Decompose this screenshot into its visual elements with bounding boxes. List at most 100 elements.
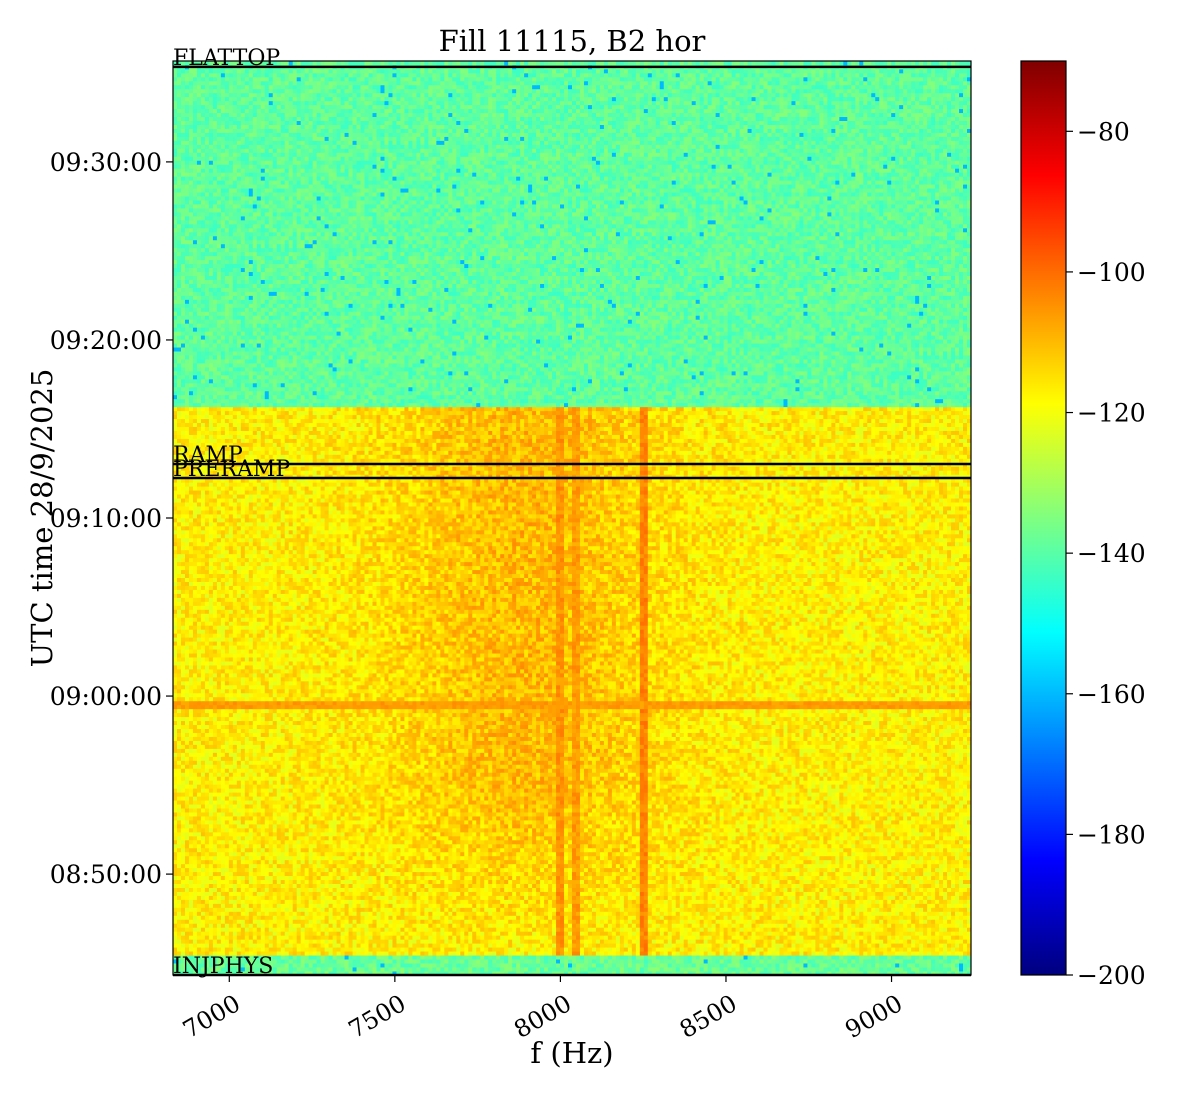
heatmap-cell — [963, 943, 968, 948]
heatmap-cell — [915, 971, 920, 976]
heatmap-cell — [895, 971, 900, 976]
heatmap-cell — [556, 887, 561, 892]
heatmap-cell — [280, 963, 286, 968]
heatmap-cell — [448, 939, 453, 944]
heatmap-cell — [747, 927, 752, 932]
heatmap-cell — [659, 923, 665, 928]
heatmap-cell — [667, 951, 673, 956]
heatmap-cell — [639, 915, 645, 920]
heatmap-cell — [903, 919, 908, 924]
heatmap-cell — [735, 907, 740, 912]
heatmap-cell — [723, 927, 729, 932]
heatmap-cell — [444, 931, 449, 936]
heatmap-cell — [360, 959, 365, 964]
heatmap-cell — [520, 963, 525, 968]
heatmap-cell — [180, 911, 186, 916]
heatmap-cell — [675, 903, 681, 908]
heatmap-cell — [575, 879, 581, 884]
heatmap-cell — [204, 891, 210, 896]
heatmap-cell — [879, 899, 884, 904]
heatmap-cell — [312, 915, 318, 920]
heatmap-cell — [368, 959, 373, 964]
heatmap-cell — [240, 899, 246, 904]
heatmap-cell — [184, 931, 190, 936]
heatmap-cell — [939, 907, 944, 912]
heatmap-cell — [615, 879, 621, 884]
heatmap-cell — [831, 971, 836, 976]
heatmap-cell — [843, 943, 848, 948]
heatmap-cell — [783, 915, 788, 920]
heatmap-cell — [464, 903, 469, 908]
heatmap-cell — [200, 895, 206, 900]
heatmap-cell — [887, 963, 892, 968]
heatmap-cell — [272, 895, 278, 900]
heatmap-cell — [488, 883, 493, 888]
heatmap-cell — [683, 915, 689, 920]
heatmap-cell — [667, 919, 673, 924]
heatmap-cell — [272, 951, 278, 956]
heatmap-cell — [667, 883, 673, 888]
heatmap-cell — [639, 931, 645, 936]
heatmap-cell — [599, 931, 605, 936]
heatmap-cell — [631, 887, 637, 892]
heatmap-cell — [396, 935, 401, 940]
heatmap-cell — [176, 919, 182, 924]
heatmap-cell — [300, 919, 306, 924]
heatmap-cell — [568, 943, 573, 948]
heatmap-cell — [176, 927, 182, 932]
heatmap-cell — [460, 943, 465, 948]
heatmap-cell — [767, 967, 772, 972]
heatmap-cell — [452, 899, 457, 904]
heatmap-cell — [743, 887, 748, 892]
heatmap-cell — [647, 899, 653, 904]
heatmap-cell — [919, 931, 924, 936]
heatmap-cell — [903, 959, 908, 964]
heatmap-cell — [695, 907, 701, 912]
heatmap-cell — [340, 951, 345, 956]
heatmap-cell — [364, 875, 369, 881]
heatmap-cell — [264, 875, 270, 881]
heatmap-cell — [312, 887, 318, 892]
heatmap-cell — [595, 899, 601, 904]
heatmap-cell — [615, 899, 621, 904]
heatmap-cell — [196, 955, 202, 960]
heatmap-cell — [655, 903, 661, 908]
heatmap-cell — [524, 879, 529, 884]
heatmap-cell — [959, 887, 964, 892]
heatmap-cell — [236, 935, 242, 940]
heatmap-cell — [336, 939, 341, 944]
heatmap-cell — [360, 903, 365, 908]
heatmap-cell — [392, 943, 397, 948]
heatmap-cell — [875, 931, 880, 936]
heatmap-cell — [963, 899, 968, 904]
heatmap-cell — [468, 951, 473, 956]
heatmap-cell — [931, 915, 936, 920]
heatmap-cell — [643, 947, 649, 952]
heatmap-cell — [408, 967, 413, 972]
heatmap-cell — [240, 955, 246, 960]
heatmap-cell — [196, 967, 202, 972]
heatmap-cell — [340, 955, 345, 960]
heatmap-cell — [595, 955, 601, 960]
heatmap-cell — [412, 971, 417, 976]
heatmap-cell — [663, 919, 669, 924]
heatmap-cell — [771, 891, 776, 896]
heatmap-cell — [795, 915, 800, 920]
heatmap-cell — [655, 947, 661, 952]
heatmap-cell — [627, 899, 633, 904]
heatmap-cell — [875, 923, 880, 928]
heatmap-cell — [611, 947, 617, 952]
heatmap-cell — [564, 923, 569, 928]
heatmap-cell — [859, 931, 864, 936]
heatmap-cell — [500, 935, 505, 940]
heatmap-cell — [344, 943, 349, 948]
heatmap-cell — [799, 959, 804, 964]
heatmap-cell — [396, 887, 401, 892]
heatmap-cell — [851, 903, 856, 908]
heatmap-cell — [572, 911, 577, 916]
heatmap-cell — [903, 911, 908, 916]
heatmap-cell — [388, 907, 393, 912]
heatmap-cell — [568, 971, 573, 976]
heatmap-cell — [500, 927, 505, 932]
heatmap-cell — [611, 883, 617, 888]
